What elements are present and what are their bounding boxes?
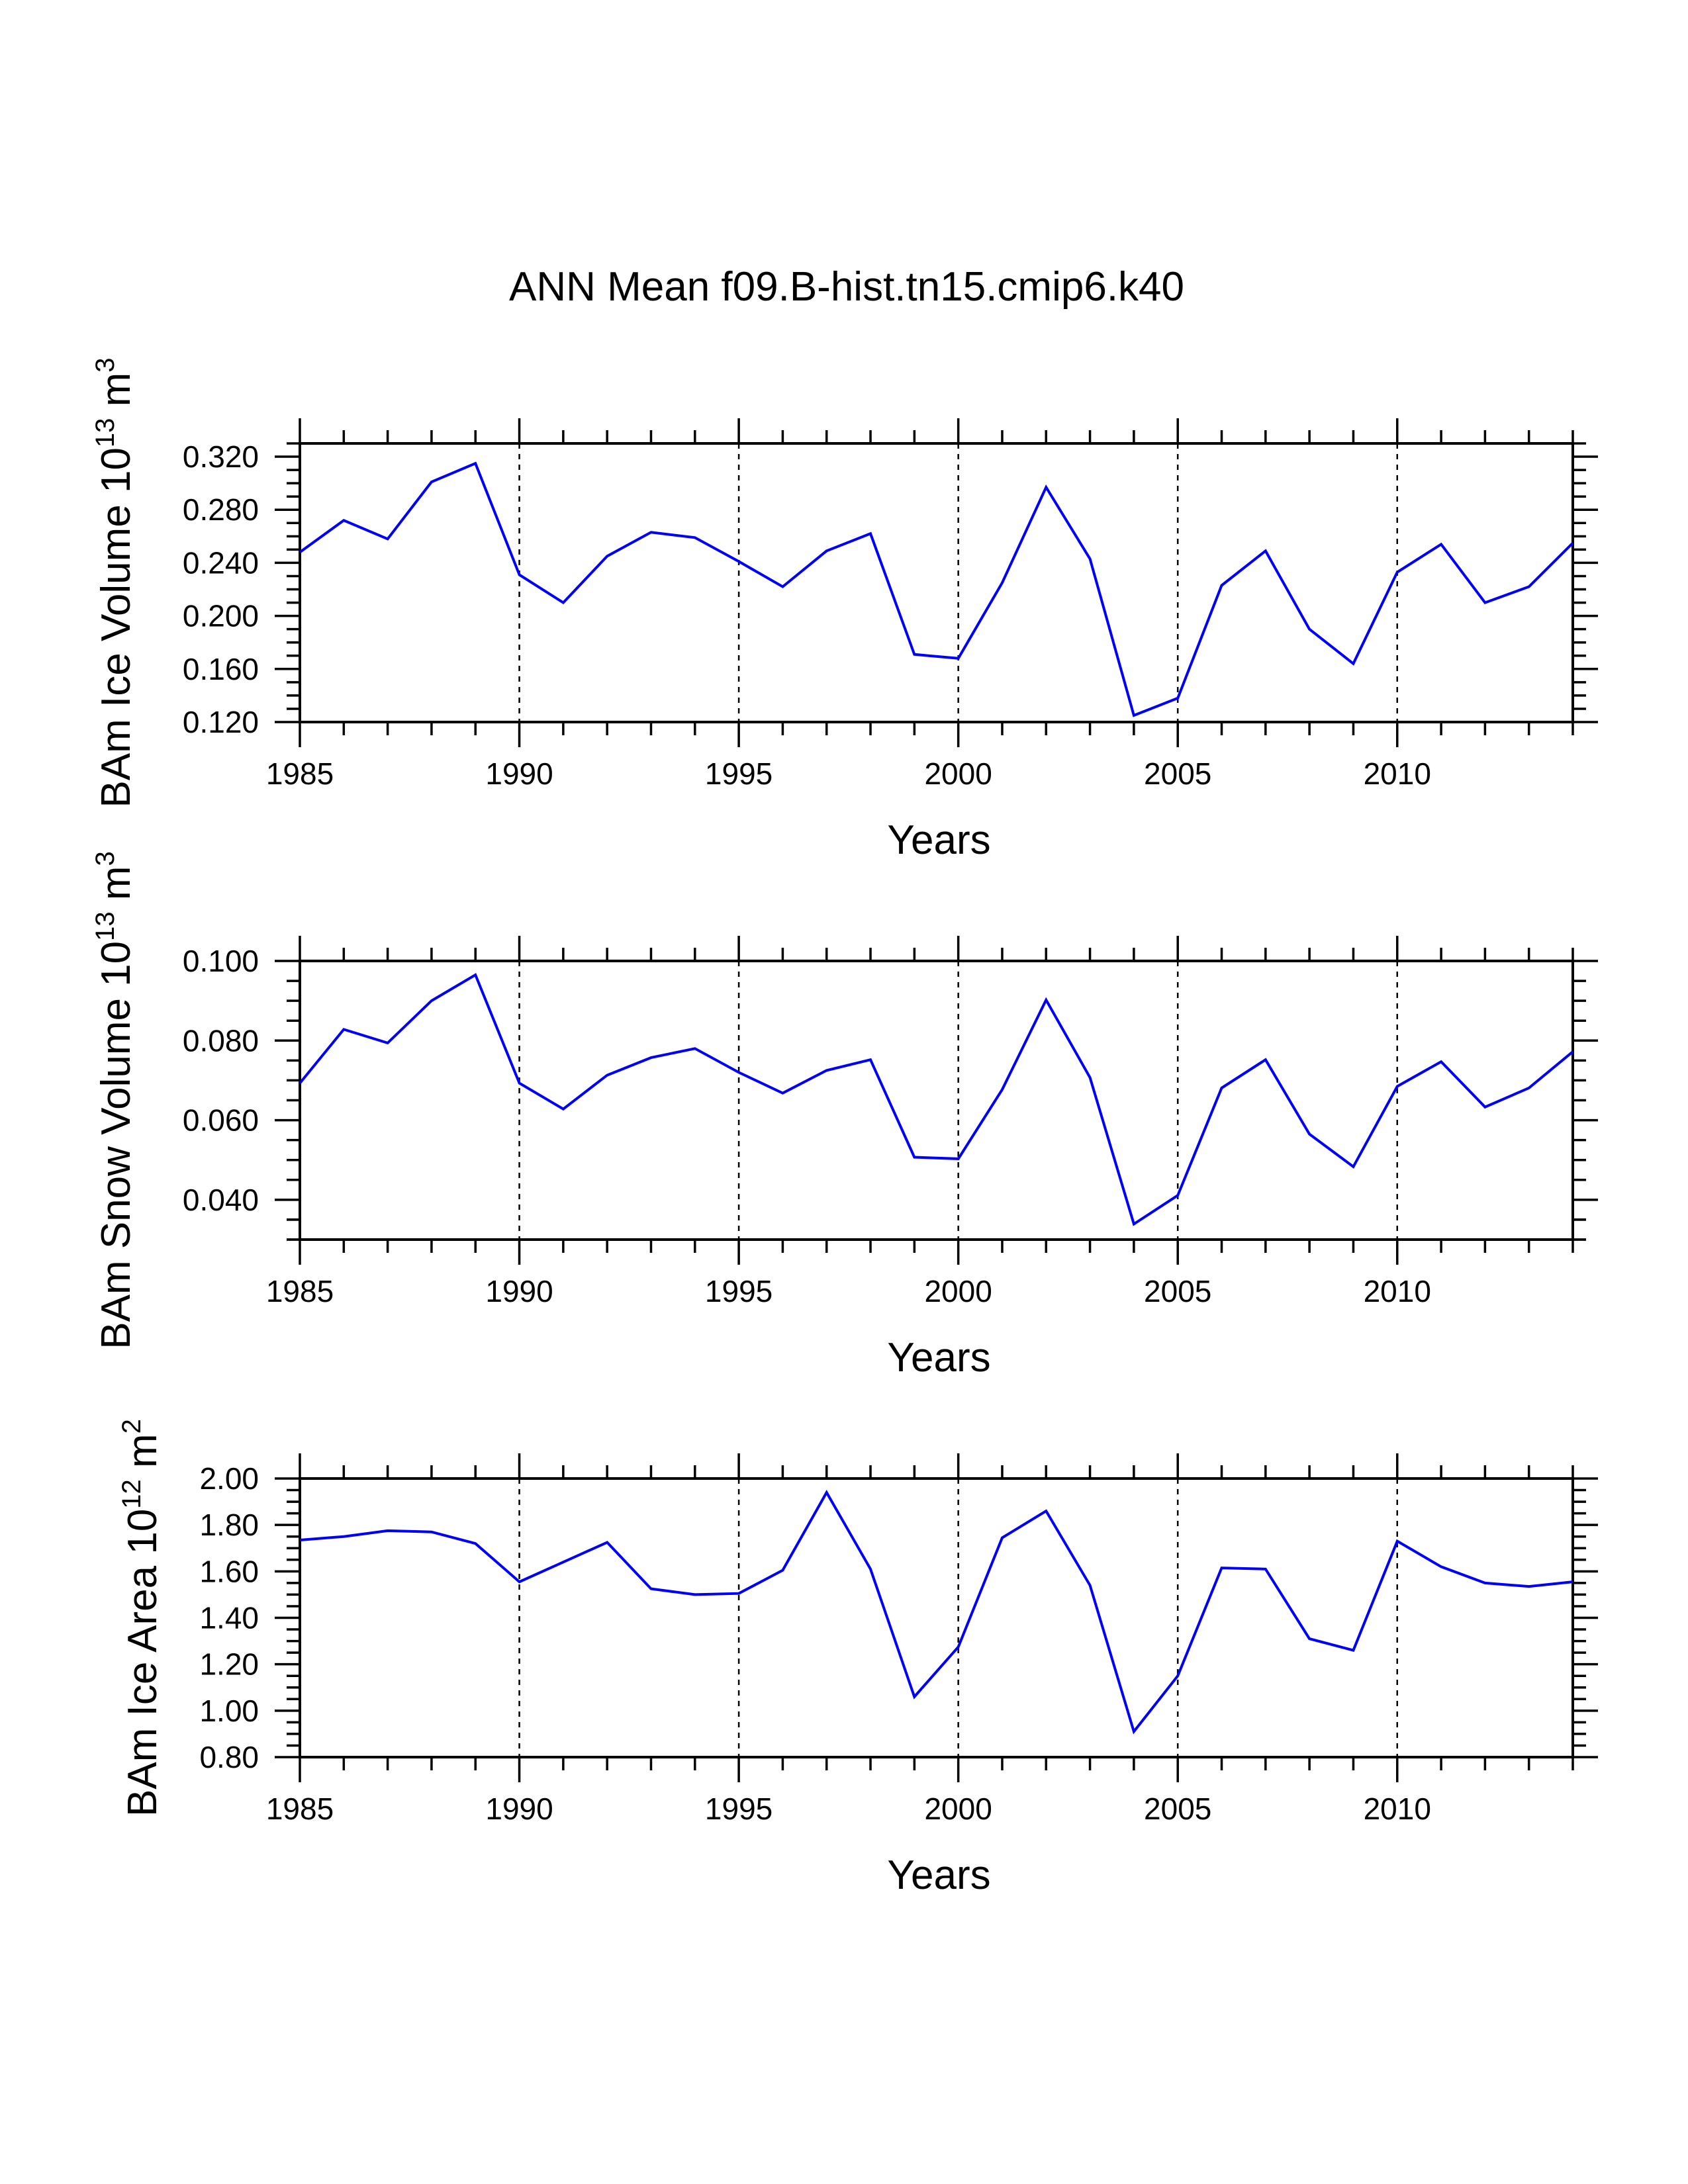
- y-tick-label: 0.060: [183, 1103, 259, 1138]
- series-line: [299, 461, 1574, 717]
- x-tick-label: 1995: [705, 1274, 773, 1308]
- y-tick-label: 0.080: [183, 1023, 259, 1058]
- x-axis-title: Years: [887, 1335, 990, 1381]
- series-line: [299, 1490, 1573, 1735]
- plot-frame: [299, 960, 1574, 1241]
- series-line: [299, 973, 1574, 1226]
- y-tick-label: 1.40: [199, 1601, 259, 1635]
- x-tick-label: 2005: [1144, 756, 1211, 791]
- x-tick-label: 2010: [1364, 1274, 1431, 1308]
- y-tick-label: 0.040: [183, 1183, 259, 1217]
- y-tick-label: 0.80: [199, 1740, 259, 1774]
- x-axis-title: Years: [887, 817, 990, 863]
- x-tick-label: 2005: [1144, 1274, 1211, 1308]
- x-tick-label: 1995: [705, 1792, 773, 1826]
- y-tick-label: 0.240: [183, 545, 259, 580]
- x-tick-label: 1990: [485, 1792, 553, 1826]
- x-tick-label: 2000: [924, 1274, 992, 1308]
- x-tick-label: 2000: [924, 756, 992, 791]
- x-axis-title: Years: [887, 1852, 990, 1898]
- y-axis-title: BAm Ice Area 1012 m2: [117, 1419, 165, 1817]
- x-tick-label: 1995: [705, 756, 773, 791]
- y-tick-label: 0.160: [183, 652, 259, 686]
- panel-snow-volume: 1985 1990 1995 2000 2005 2010 Years 0.040 0.060 0…: [91, 851, 1598, 1381]
- x-tick-label: 1985: [266, 1792, 334, 1826]
- y-tick-label: 0.100: [183, 944, 259, 978]
- x-tick-label: 1990: [485, 1274, 553, 1308]
- y-tick-label: 0.200: [183, 599, 259, 633]
- y-axis-title: BAm Ice Volume 1013 m3: [91, 357, 139, 807]
- plot-frame: [299, 1477, 1574, 1758]
- panel-ice-area: 1985 1990 1995 2000 2005 2010 Years 0.80 1.00 1.2…: [117, 1419, 1598, 1898]
- y-tick-label: 0.320: [183, 439, 259, 474]
- chart-title: ANN Mean f09.B-hist.tn15.cmip6.k40: [508, 264, 1185, 310]
- x-tick-label: 1985: [266, 756, 334, 791]
- plot-frame: [299, 442, 1574, 723]
- x-tick-label: 2010: [1364, 756, 1431, 791]
- y-axis-title: BAm Snow Volume 1013 m3: [91, 851, 139, 1349]
- y-tick-label: 1.80: [199, 1508, 259, 1542]
- x-tick-label: 1985: [266, 1274, 334, 1308]
- y-tick-label: 1.20: [199, 1647, 259, 1682]
- y-tick-label: 2.00: [199, 1461, 259, 1496]
- x-tick-label: 2010: [1364, 1792, 1431, 1826]
- x-tick-label: 2000: [924, 1792, 992, 1826]
- y-tick-label: 1.60: [199, 1554, 259, 1588]
- y-tick-label: 0.280: [183, 492, 259, 527]
- y-tick-label: 0.120: [183, 705, 259, 739]
- y-tick-label: 1.00: [199, 1694, 259, 1728]
- x-tick-label: 2005: [1144, 1792, 1211, 1826]
- panel-ice-volume: 1985 1990 1995 2000 2005 2010 Years 0.120 0.160 0…: [91, 357, 1598, 863]
- x-tick-label: 1990: [485, 756, 553, 791]
